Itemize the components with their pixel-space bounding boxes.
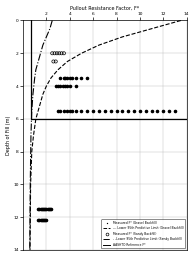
Point bbox=[64, 76, 67, 80]
Point bbox=[39, 218, 42, 222]
Point bbox=[50, 207, 53, 211]
Point bbox=[54, 59, 57, 63]
Point bbox=[115, 109, 118, 113]
Point bbox=[62, 109, 66, 113]
Point bbox=[41, 218, 44, 222]
Point bbox=[40, 207, 43, 211]
Point bbox=[121, 109, 124, 113]
Point bbox=[144, 109, 147, 113]
Y-axis label: Depth of Fill (m): Depth of Fill (m) bbox=[5, 116, 11, 155]
Point bbox=[61, 84, 64, 88]
Point bbox=[74, 109, 77, 113]
Point bbox=[66, 76, 69, 80]
Point bbox=[74, 84, 77, 88]
Point bbox=[66, 109, 69, 113]
Point bbox=[71, 109, 74, 113]
Point bbox=[74, 76, 77, 80]
Point bbox=[51, 51, 54, 55]
Point bbox=[40, 218, 43, 222]
Point bbox=[127, 109, 130, 113]
Point bbox=[43, 218, 46, 222]
Point bbox=[156, 109, 159, 113]
Point bbox=[62, 76, 66, 80]
Point bbox=[45, 207, 48, 211]
Point bbox=[58, 51, 61, 55]
Point bbox=[59, 109, 62, 113]
X-axis label: Pullout Resistance Factor, F*: Pullout Resistance Factor, F* bbox=[70, 6, 139, 11]
Point bbox=[103, 109, 106, 113]
Point bbox=[68, 76, 71, 80]
Point bbox=[98, 109, 101, 113]
Point bbox=[55, 51, 58, 55]
Point bbox=[54, 84, 57, 88]
Point bbox=[57, 109, 60, 113]
Point bbox=[71, 76, 74, 80]
Point bbox=[60, 51, 63, 55]
Point bbox=[80, 109, 83, 113]
Point bbox=[45, 218, 48, 222]
Point bbox=[68, 109, 71, 113]
Point bbox=[44, 207, 47, 211]
Point bbox=[38, 218, 41, 222]
Point bbox=[66, 84, 69, 88]
Point bbox=[162, 109, 165, 113]
Point bbox=[47, 207, 50, 211]
Point bbox=[41, 207, 44, 211]
Point bbox=[150, 109, 153, 113]
Point bbox=[38, 207, 41, 211]
Point bbox=[86, 109, 89, 113]
Point bbox=[59, 76, 62, 80]
Point bbox=[37, 218, 40, 222]
Point bbox=[46, 207, 49, 211]
Point bbox=[62, 51, 66, 55]
Point bbox=[80, 76, 83, 80]
Point bbox=[138, 109, 142, 113]
Point bbox=[173, 109, 176, 113]
Point bbox=[48, 207, 51, 211]
Point bbox=[68, 84, 71, 88]
Legend: Measured F* (Gravel Backfill), --- Lower 95th Predictive Limit (Gravel Backfill): Measured F* (Gravel Backfill), --- Lower… bbox=[101, 219, 185, 248]
Point bbox=[52, 59, 55, 63]
Point bbox=[109, 109, 112, 113]
Point bbox=[44, 218, 47, 222]
Point bbox=[39, 207, 42, 211]
Point bbox=[86, 76, 89, 80]
Point bbox=[168, 109, 171, 113]
Point bbox=[43, 207, 46, 211]
Point bbox=[64, 84, 67, 88]
Point bbox=[133, 109, 136, 113]
Point bbox=[53, 51, 56, 55]
Point bbox=[57, 84, 60, 88]
Point bbox=[37, 207, 40, 211]
Point bbox=[59, 84, 62, 88]
Point bbox=[92, 109, 95, 113]
